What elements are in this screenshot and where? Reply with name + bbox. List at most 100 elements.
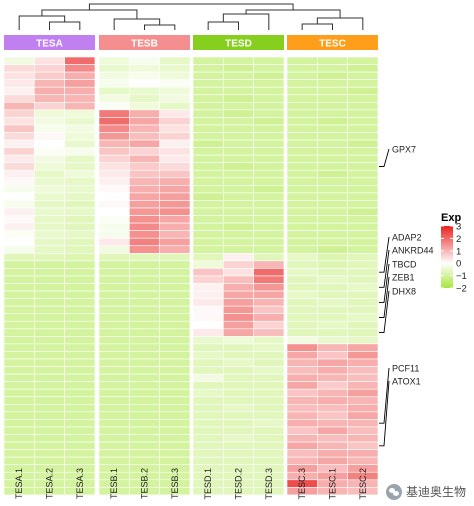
heatmap-cell — [347, 487, 379, 496]
heatmap-cell — [98, 222, 130, 231]
heatmap-cell — [192, 222, 224, 231]
heatmap-cell — [192, 290, 224, 299]
heatmap-cell — [286, 64, 318, 73]
heatmap-cell — [159, 139, 191, 148]
heatmap-cell — [317, 200, 348, 209]
heatmap-cell — [34, 245, 65, 254]
heatmap-cell — [159, 260, 191, 269]
heatmap-cell — [64, 200, 96, 209]
heatmap-cell — [223, 71, 254, 80]
heatmap-cell — [98, 200, 130, 209]
heatmap-cell — [3, 343, 35, 352]
heatmap-cell — [98, 237, 130, 247]
heatmap-cell — [317, 192, 348, 201]
heatmap-cell — [129, 320, 160, 330]
heatmap-cell — [3, 441, 35, 450]
watermark-text: 基迪奥生物 — [405, 485, 466, 499]
heatmap-cell — [98, 351, 130, 360]
heatmap-cell — [64, 268, 96, 277]
heatmap-cell — [317, 373, 348, 382]
heatmap-cell — [192, 132, 224, 141]
heatmap-cell — [34, 283, 65, 292]
heatmap-cell — [286, 290, 318, 299]
heatmap-cell — [347, 426, 379, 435]
heatmap-cell — [286, 351, 318, 360]
heatmap-cell — [159, 366, 191, 375]
heatmap-cell — [98, 449, 130, 458]
heatmap-cell — [159, 373, 191, 382]
heatmap-cell — [129, 381, 160, 390]
heatmap-cell — [3, 237, 35, 247]
heatmap-cell — [34, 207, 65, 216]
heatmap-cell — [347, 253, 379, 262]
heatmap-cell — [98, 192, 130, 201]
heatmap-cell — [129, 56, 160, 65]
heatmap-cell — [223, 192, 254, 201]
row-label: PCF11 — [392, 364, 419, 374]
heatmap-cell — [34, 185, 65, 194]
heatmap-cell — [34, 64, 65, 73]
heatmap-cell — [129, 207, 160, 216]
heatmap-cell — [34, 456, 65, 465]
heatmap-cell — [317, 215, 348, 224]
heatmap-cell — [347, 109, 379, 118]
heatmap-cell — [98, 94, 130, 103]
heatmap-cell — [286, 79, 318, 88]
heatmap-cell — [223, 328, 254, 337]
heatmap-cell — [253, 336, 285, 345]
heatmap-cell — [223, 94, 254, 103]
heatmap-cell — [192, 86, 224, 96]
heatmap-cell — [3, 162, 35, 171]
heatmap-cell — [317, 419, 348, 428]
heatmap-cell — [347, 456, 379, 465]
heatmap-cell — [253, 245, 285, 254]
heatmap-cell — [317, 388, 348, 398]
heatmap-cell — [317, 449, 348, 458]
heatmap-cell — [159, 177, 191, 186]
heatmap-cell — [286, 169, 318, 179]
heatmap-cell — [64, 117, 96, 126]
heatmap-cell — [129, 328, 160, 337]
heatmap-cell — [192, 283, 224, 292]
heatmap-cell — [3, 185, 35, 194]
heatmap-cell — [64, 403, 96, 413]
heatmap-cell — [317, 124, 348, 133]
heatmap-cell — [129, 388, 160, 398]
heatmap-cell — [286, 366, 318, 375]
heatmap-cell — [192, 358, 224, 367]
heatmap-cell — [129, 71, 160, 80]
heatmap-cell — [286, 215, 318, 224]
heatmap-cell — [129, 200, 160, 209]
row-label: GPX7 — [392, 145, 416, 155]
row-label-line — [379, 380, 390, 447]
heatmap-cell — [253, 86, 285, 96]
heatmap-cell — [3, 351, 35, 360]
heatmap-cell — [64, 336, 96, 345]
heatmap-cell — [223, 64, 254, 73]
heatmap-cell — [286, 109, 318, 118]
heatmap-cell — [159, 109, 191, 118]
heatmap-cell — [64, 154, 96, 163]
heatmap-cell — [286, 343, 318, 352]
heatmap-cell — [129, 403, 160, 413]
heatmap-cell — [129, 290, 160, 299]
heatmap-cell — [34, 441, 65, 450]
heatmap-cell — [159, 268, 191, 277]
heatmap-cell — [317, 426, 348, 435]
heatmap-cell — [317, 162, 348, 171]
heatmap-cell — [253, 56, 285, 65]
heatmap-cell — [159, 449, 191, 458]
heatmap-cell — [347, 366, 379, 375]
heatmap-cell — [347, 381, 379, 390]
heatmap-cell — [253, 351, 285, 360]
heatmap-cell — [3, 117, 35, 126]
heatmap-cell — [64, 207, 96, 216]
heatmap-cell — [98, 366, 130, 375]
legend-colorbar — [441, 226, 453, 288]
heatmap-cell — [129, 139, 160, 148]
heatmap-cell — [347, 132, 379, 141]
heatmap-cell — [129, 117, 160, 126]
heatmap-cell — [3, 215, 35, 224]
heatmap-cell — [223, 237, 254, 247]
heatmap-cell — [34, 373, 65, 382]
